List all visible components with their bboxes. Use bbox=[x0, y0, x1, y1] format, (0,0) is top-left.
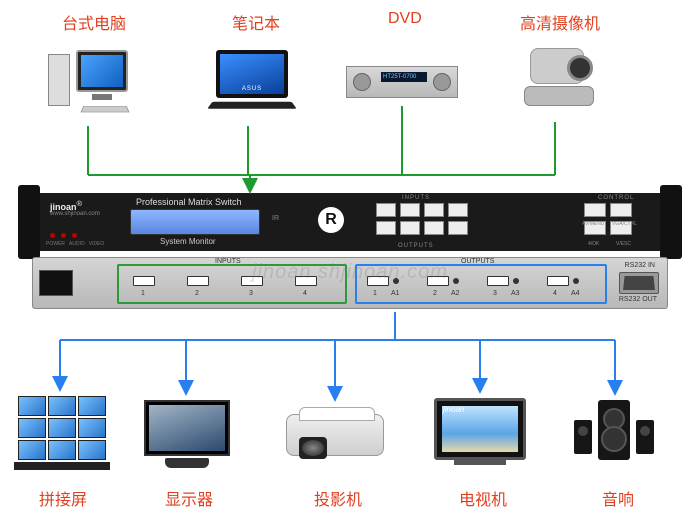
device-laptop: ASUS bbox=[210, 50, 300, 120]
speaker-satellite-icon bbox=[636, 420, 654, 454]
label-dvd: DVD bbox=[388, 10, 422, 28]
desktop-monitor-icon bbox=[76, 50, 128, 92]
matrix-input-buttons[interactable] bbox=[376, 203, 468, 235]
ac-inlet-icon bbox=[39, 270, 73, 296]
label-videowall: 拼接屏 bbox=[39, 486, 87, 510]
matrix-inputs-label: INPUTS bbox=[402, 195, 430, 201]
matrix-ir-label: IR bbox=[272, 215, 279, 222]
matrix-outputs-label: OUTPUTS bbox=[398, 243, 434, 249]
audio-out-port bbox=[453, 278, 459, 284]
rs232-in-label: RS232 IN bbox=[625, 262, 655, 269]
camera-base-icon bbox=[524, 86, 594, 106]
label-laptop: 笔记本 bbox=[232, 10, 280, 34]
label-monitor: 显示器 bbox=[165, 486, 213, 510]
port-number: 4 bbox=[553, 290, 557, 297]
label-desktop: 台式电脑 bbox=[62, 10, 126, 34]
matrix-led-labels: POWERAUDIOVIDEO bbox=[46, 241, 104, 247]
matrix-control-captions2: 4/OKV/ESC bbox=[588, 241, 644, 247]
rack-ear-left bbox=[18, 185, 40, 259]
matrix-lcd bbox=[130, 209, 260, 235]
port-number: A1 bbox=[391, 290, 400, 297]
rs232-port-icon bbox=[619, 272, 659, 294]
laptop-base-icon bbox=[207, 102, 296, 109]
port-number: 2 bbox=[195, 290, 199, 297]
camera-head-icon bbox=[530, 48, 584, 84]
matrix-front-panel: jinoan® www.shjinoan.com POWERAUDIOVIDEO… bbox=[18, 193, 682, 251]
port-number: A3 bbox=[511, 290, 520, 297]
laptop-screen-icon: ASUS bbox=[216, 50, 288, 98]
rs232-out-label: RS232 OUT bbox=[619, 296, 657, 303]
audio-out-port bbox=[393, 278, 399, 284]
matrix-switch: jinoan® www.shjinoan.com POWERAUDIOVIDEO… bbox=[18, 193, 682, 313]
device-videowall bbox=[18, 396, 106, 460]
matrix-status-leds bbox=[50, 233, 77, 238]
hdmi-out-port bbox=[547, 276, 569, 286]
port-number: A2 bbox=[451, 290, 460, 297]
desktop-keyboard-icon bbox=[80, 106, 129, 112]
matrix-control-label: CONTROL bbox=[598, 195, 634, 201]
videowall-stand-icon bbox=[14, 462, 110, 470]
rear-inputs-label: INPUTS bbox=[215, 258, 241, 265]
hdmi-out-port bbox=[487, 276, 509, 286]
port-number: 2 bbox=[433, 290, 437, 297]
port-number: 1 bbox=[141, 290, 145, 297]
hdmi-in-port bbox=[133, 276, 155, 286]
device-projector bbox=[286, 414, 384, 456]
dvd-player-icon: HT25T-0700 bbox=[346, 66, 458, 98]
speaker-sub-icon bbox=[598, 400, 630, 460]
device-monitor bbox=[144, 400, 230, 456]
label-projector: 投影机 bbox=[314, 486, 362, 510]
matrix-subtitle: System Monitor bbox=[160, 237, 216, 246]
device-tv: jinoan bbox=[434, 398, 526, 460]
port-number: 3 bbox=[249, 290, 253, 297]
label-camera: 高清摄像机 bbox=[520, 10, 600, 34]
matrix-control-buttons[interactable] bbox=[584, 203, 632, 235]
hdmi-in-port bbox=[241, 276, 263, 286]
device-camera bbox=[520, 48, 610, 118]
rack-ear-right bbox=[660, 185, 682, 259]
label-tv: 电视机 bbox=[459, 486, 507, 510]
matrix-rear-panel: INPUTS OUTPUTS 1 2 3 4 1 A1 2 A2 3 A3 4 A4 R… bbox=[32, 257, 668, 309]
audio-out-port bbox=[573, 278, 579, 284]
rear-output-group: OUTPUTS bbox=[355, 264, 607, 304]
port-number: A4 bbox=[571, 290, 580, 297]
label-speakers: 音响 bbox=[602, 486, 634, 510]
port-number: 1 bbox=[373, 290, 377, 297]
hdmi-out-port bbox=[367, 276, 389, 286]
matrix-brand-url: www.shjinoan.com bbox=[50, 211, 100, 217]
desktop-tower-icon bbox=[48, 54, 70, 106]
matrix-logo-icon: R bbox=[318, 207, 344, 233]
hdmi-out-port bbox=[427, 276, 449, 286]
hdmi-in-port bbox=[187, 276, 209, 286]
matrix-title: Professional Matrix Switch bbox=[136, 197, 242, 207]
port-number: 4 bbox=[303, 290, 307, 297]
tv-brand: jinoan bbox=[443, 405, 464, 414]
port-number: 3 bbox=[493, 290, 497, 297]
speaker-satellite-icon bbox=[574, 420, 592, 454]
diagram-canvas: 台式电脑 笔记本 DVD 高清摄像机 ASUS HT25T-0700 jinoa… bbox=[0, 0, 700, 515]
matrix-control-captions: AV/MENUVGA/CTRL bbox=[582, 221, 640, 227]
hdmi-in-port bbox=[295, 276, 317, 286]
rear-outputs-label: OUTPUTS bbox=[461, 258, 494, 265]
device-desktop bbox=[48, 44, 158, 124]
projector-lens-icon bbox=[299, 437, 327, 459]
audio-out-port bbox=[513, 278, 519, 284]
